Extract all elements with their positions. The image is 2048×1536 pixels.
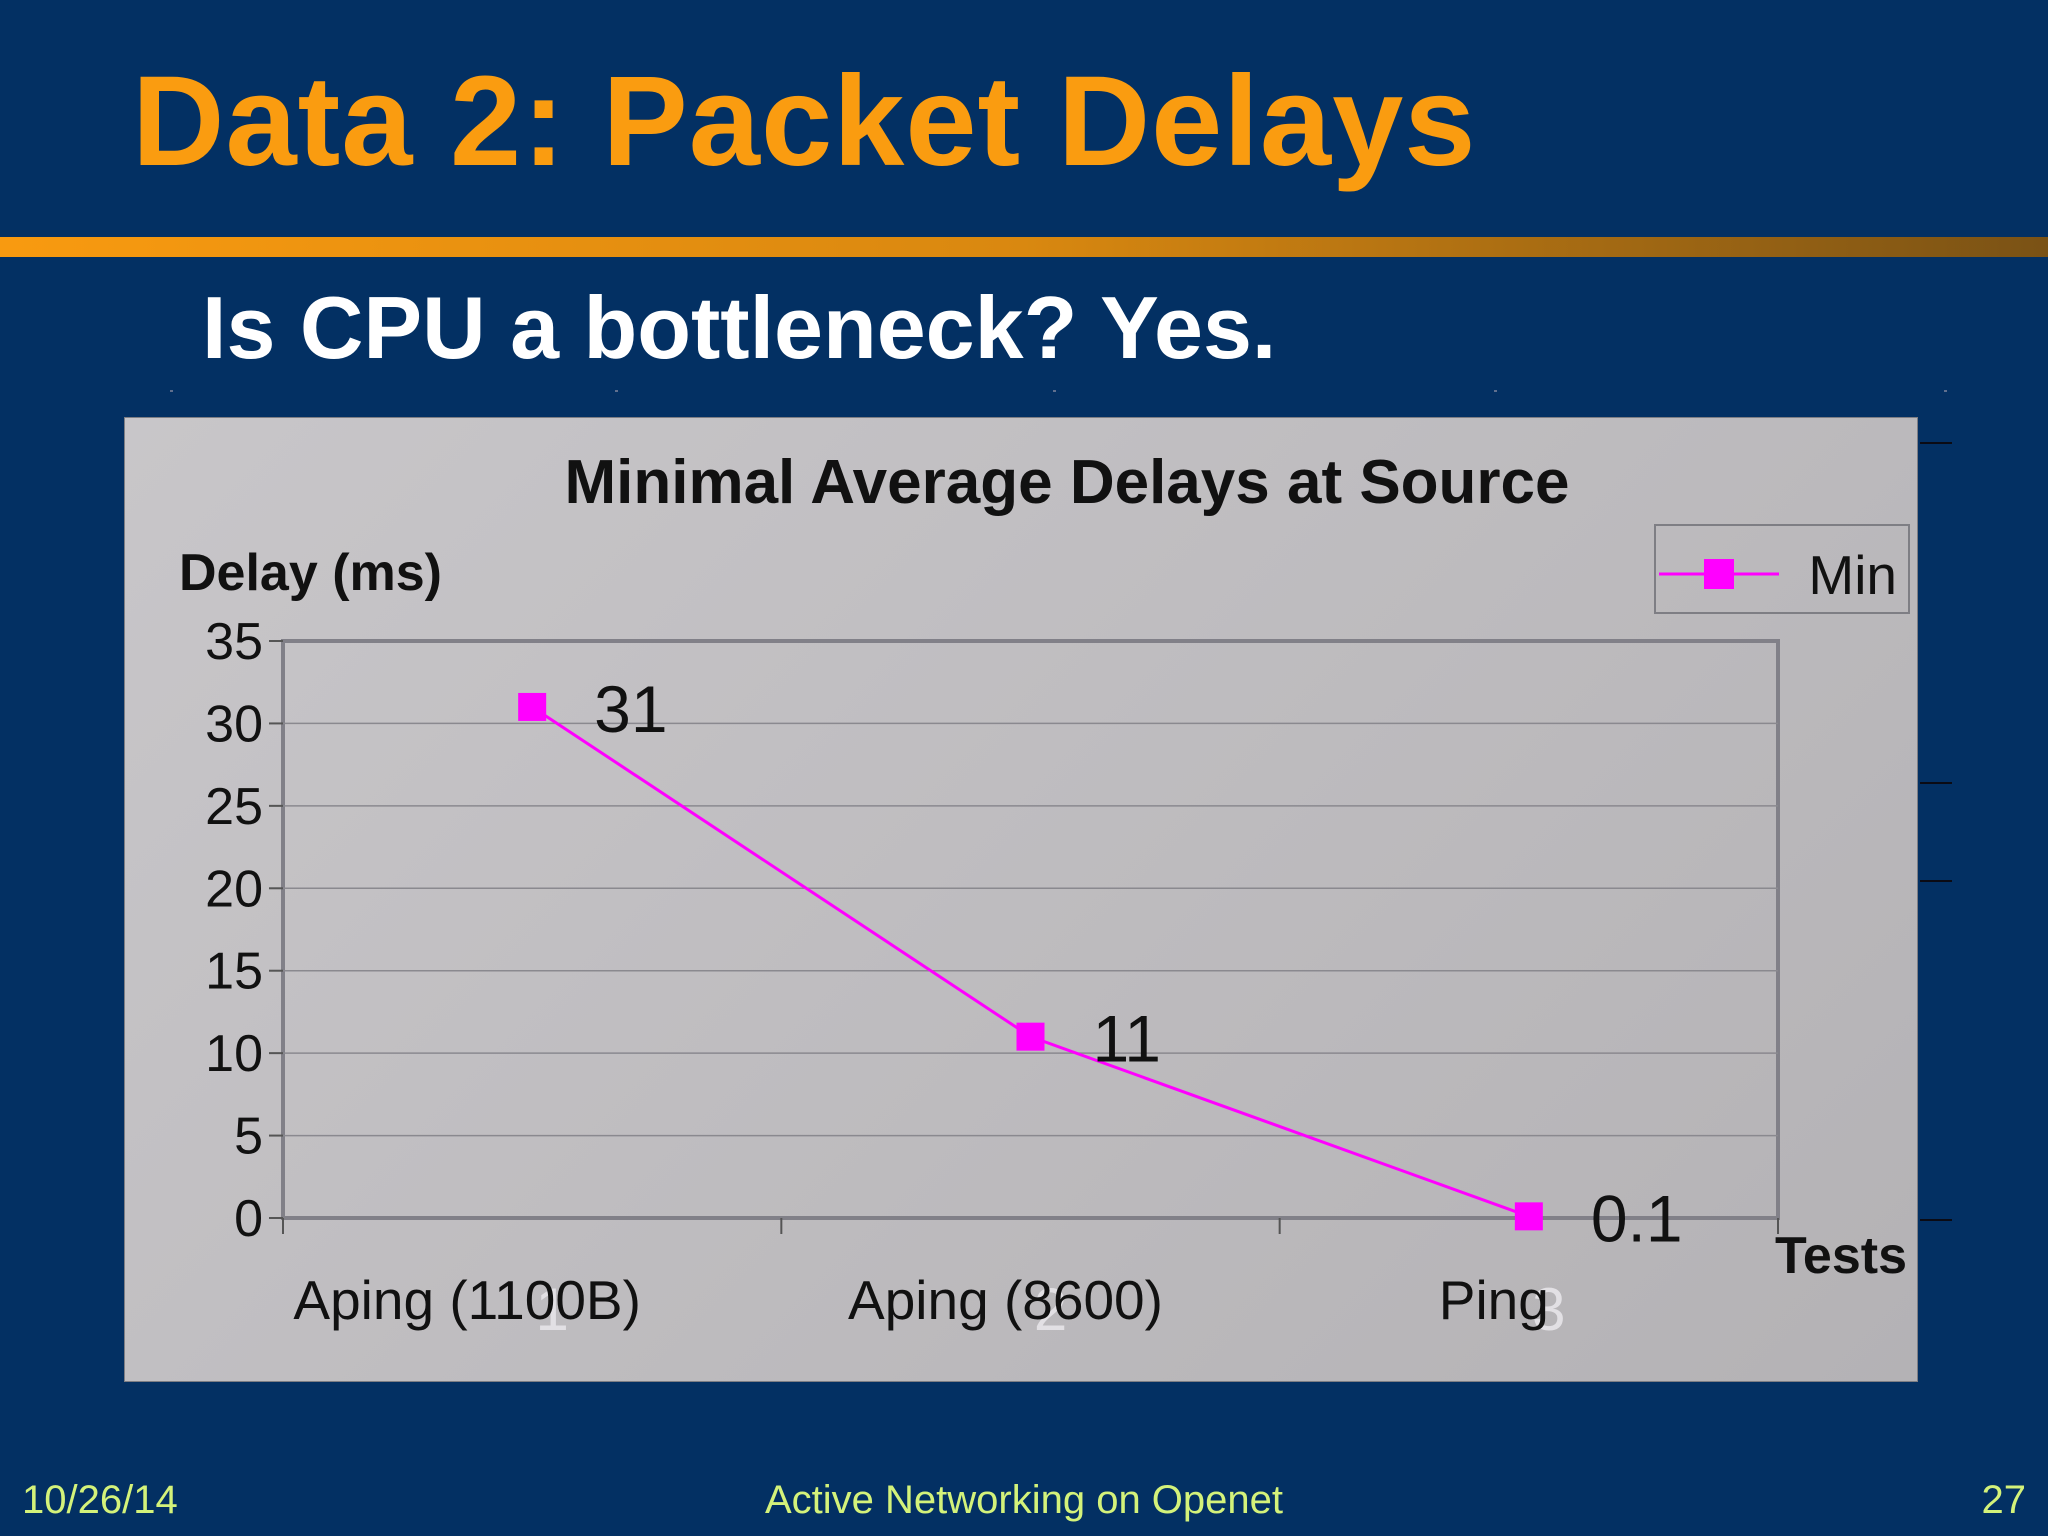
data-label: 0.1: [1591, 1181, 1683, 1255]
y-tick-label: 25: [205, 778, 263, 836]
series-line: [531, 705, 1530, 1218]
series-min: 31 11 0.1: [518, 672, 1683, 1255]
data-point: [1514, 1202, 1543, 1231]
y-tick-label: 15: [205, 943, 263, 1001]
page-number: 27: [1981, 1478, 2027, 1522]
x-axis-ticks: [282, 1218, 1779, 1234]
x-axis-label: Tests: [1775, 1227, 1907, 1285]
data-label: 31: [594, 672, 667, 746]
y-tick-label: 0: [234, 1190, 263, 1248]
y-axis-ticks: 0 5 10 15 20 25 30 35: [205, 613, 283, 1248]
category-label: Aping (8600): [848, 1269, 1163, 1331]
y-tick-label: 10: [205, 1025, 263, 1083]
edge-tick: [1920, 442, 1952, 444]
edge-tick: [1920, 880, 1952, 882]
legend-box: [1654, 524, 1910, 614]
y-axis-label: Delay (ms): [179, 544, 442, 602]
data-point: [518, 692, 547, 721]
decorative-dot: [1053, 390, 1056, 392]
data-point: [1016, 1022, 1045, 1051]
decorative-dot: [170, 390, 173, 392]
category-label: Aping (1100B): [293, 1269, 641, 1331]
footer-title: Active Networking on Openet: [764, 1478, 1284, 1522]
edge-tick: [1920, 1219, 1952, 1221]
category-index-label: 2: [1034, 1276, 1067, 1343]
decorative-dot: [1494, 390, 1497, 392]
y-tick-label: 5: [234, 1108, 263, 1166]
y-tick-label: 30: [205, 695, 263, 753]
slide-title: Data 2: Packet Delays: [132, 50, 1477, 193]
decorative-dot: [615, 390, 618, 392]
legend: Min: [1654, 524, 1910, 614]
slide-subtitle: Is CPU a bottleneck? Yes.: [202, 278, 1277, 377]
legend-label: Min: [1808, 544, 1897, 606]
chart-panel: Minimal Average Delays at Source Delay (…: [125, 418, 1917, 1381]
y-tick-label: 35: [205, 613, 263, 671]
title-divider: [0, 237, 2048, 257]
category-label: Ping: [1439, 1269, 1549, 1331]
legend-marker: [1704, 559, 1734, 589]
chart-title: Minimal Average Delays at Source: [564, 448, 1569, 517]
y-tick-label: 20: [205, 860, 263, 918]
footer-date: 10/26/14: [22, 1478, 178, 1522]
edge-tick: [1920, 782, 1952, 784]
data-label: 11: [1093, 1002, 1162, 1076]
gridlines: [283, 722, 1778, 1137]
decorative-dot: [1944, 390, 1947, 392]
category-index-label: 3: [1532, 1276, 1565, 1343]
category-index-label: 1: [535, 1276, 568, 1343]
plot-area: [281, 639, 1780, 1220]
line-chart: Minimal Average Delays at Source Delay (…: [179, 448, 1910, 1343]
